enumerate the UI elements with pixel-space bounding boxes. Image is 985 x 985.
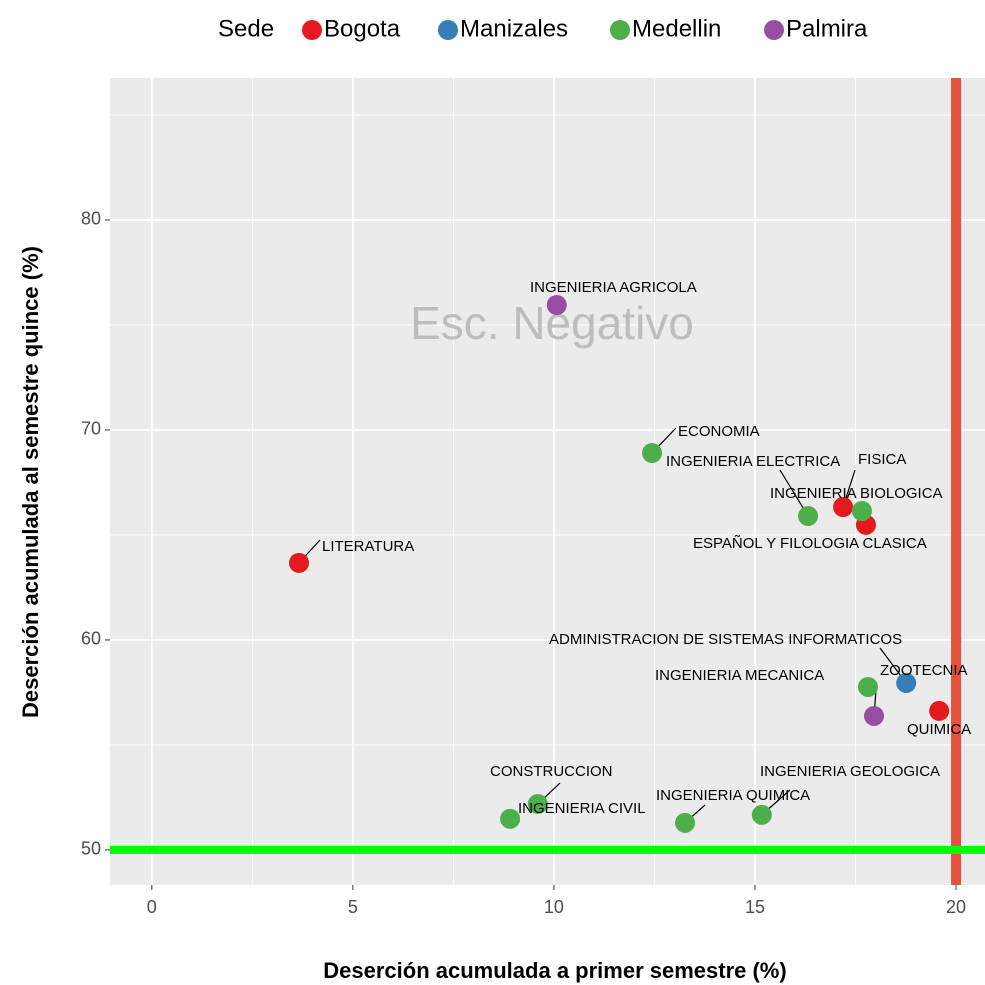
legend-swatch	[438, 20, 458, 40]
point-label: QUIMICA	[907, 721, 971, 738]
point-label: INGENIERIA AGRICOLA	[530, 279, 697, 296]
point	[675, 812, 696, 833]
point	[857, 676, 878, 697]
point-label: INGENIERIA ELECTRICA	[666, 453, 840, 470]
point-label: LITERATURA	[322, 538, 414, 555]
legend-swatch	[610, 20, 630, 40]
point-label: INGENIERIA GEOLOGICA	[760, 763, 940, 780]
legend-label: Medellin	[632, 15, 721, 42]
y-tick-label: 60	[81, 629, 101, 649]
point	[751, 804, 772, 825]
x-tick-label: 0	[147, 897, 157, 917]
point-label: INGENIERIA MECANICA	[655, 667, 824, 684]
legend-swatch	[764, 20, 784, 40]
legend-label: Palmira	[786, 15, 868, 42]
point-label: INGENIERIA CIVIL	[518, 800, 646, 817]
point-label: INGENIERIA BIOLOGICA	[770, 485, 943, 502]
point	[864, 705, 885, 726]
legend-title: Sede	[218, 15, 274, 42]
y-axis-title: Deserción acumulada al semestre quince (…	[18, 246, 43, 718]
point	[642, 443, 663, 464]
point-label: ZOOTECNIA	[880, 662, 968, 679]
y-tick-label: 70	[81, 419, 101, 439]
x-tick-label: 20	[946, 897, 966, 917]
point	[546, 295, 567, 316]
point	[288, 552, 309, 573]
panel	[110, 78, 985, 885]
point	[896, 672, 917, 693]
point	[929, 700, 950, 721]
point	[527, 793, 548, 814]
point-label: INGENIERIA QUIMICA	[656, 787, 810, 804]
x-axis-title: Deserción acumulada a primer semestre (%…	[323, 958, 786, 983]
x-tick-label: 10	[544, 897, 564, 917]
y-tick-label: 80	[81, 209, 101, 229]
point	[851, 501, 872, 522]
y-tick-label: 50	[81, 839, 101, 859]
point	[833, 497, 854, 518]
legend-swatch	[302, 20, 322, 40]
legend-label: Bogota	[324, 15, 401, 42]
point-label: ESPAÑOL Y FILOLOGIA CLASICA	[693, 535, 927, 552]
point-label: CONSTRUCCION	[490, 763, 613, 780]
x-tick-label: 5	[348, 897, 358, 917]
point-label: FISICA	[858, 451, 906, 468]
legend-label: Manizales	[460, 15, 568, 42]
x-tick-label: 15	[745, 897, 765, 917]
point-label: ECONOMIA	[678, 423, 760, 440]
point	[500, 808, 521, 829]
point-label: ADMINISTRACION DE SISTEMAS INFORMATICOS	[549, 631, 902, 648]
point	[798, 506, 819, 527]
